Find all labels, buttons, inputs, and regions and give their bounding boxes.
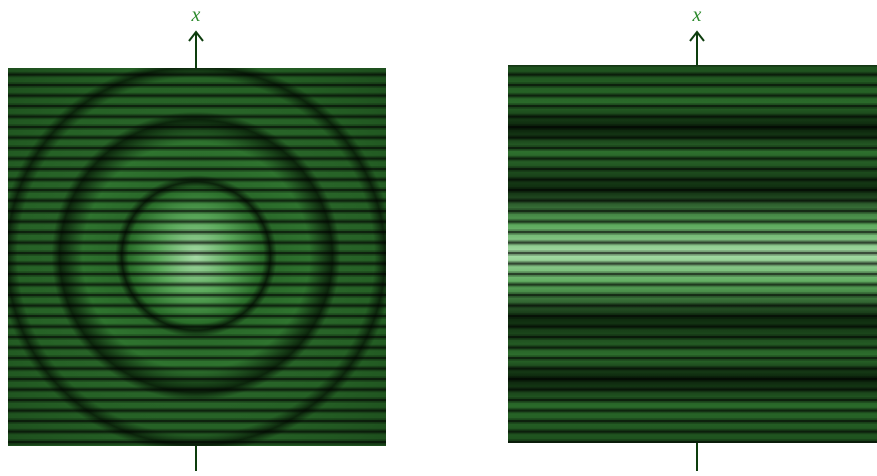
right-panel: x [508, 4, 877, 471]
fringe-pattern [8, 68, 386, 446]
fringe-pattern [508, 65, 877, 443]
axis-label: x [692, 4, 702, 26]
axis-arrow [689, 30, 705, 42]
axis-arrow [188, 30, 204, 42]
axis-label: x [191, 4, 201, 26]
left-panel: x [8, 4, 386, 471]
